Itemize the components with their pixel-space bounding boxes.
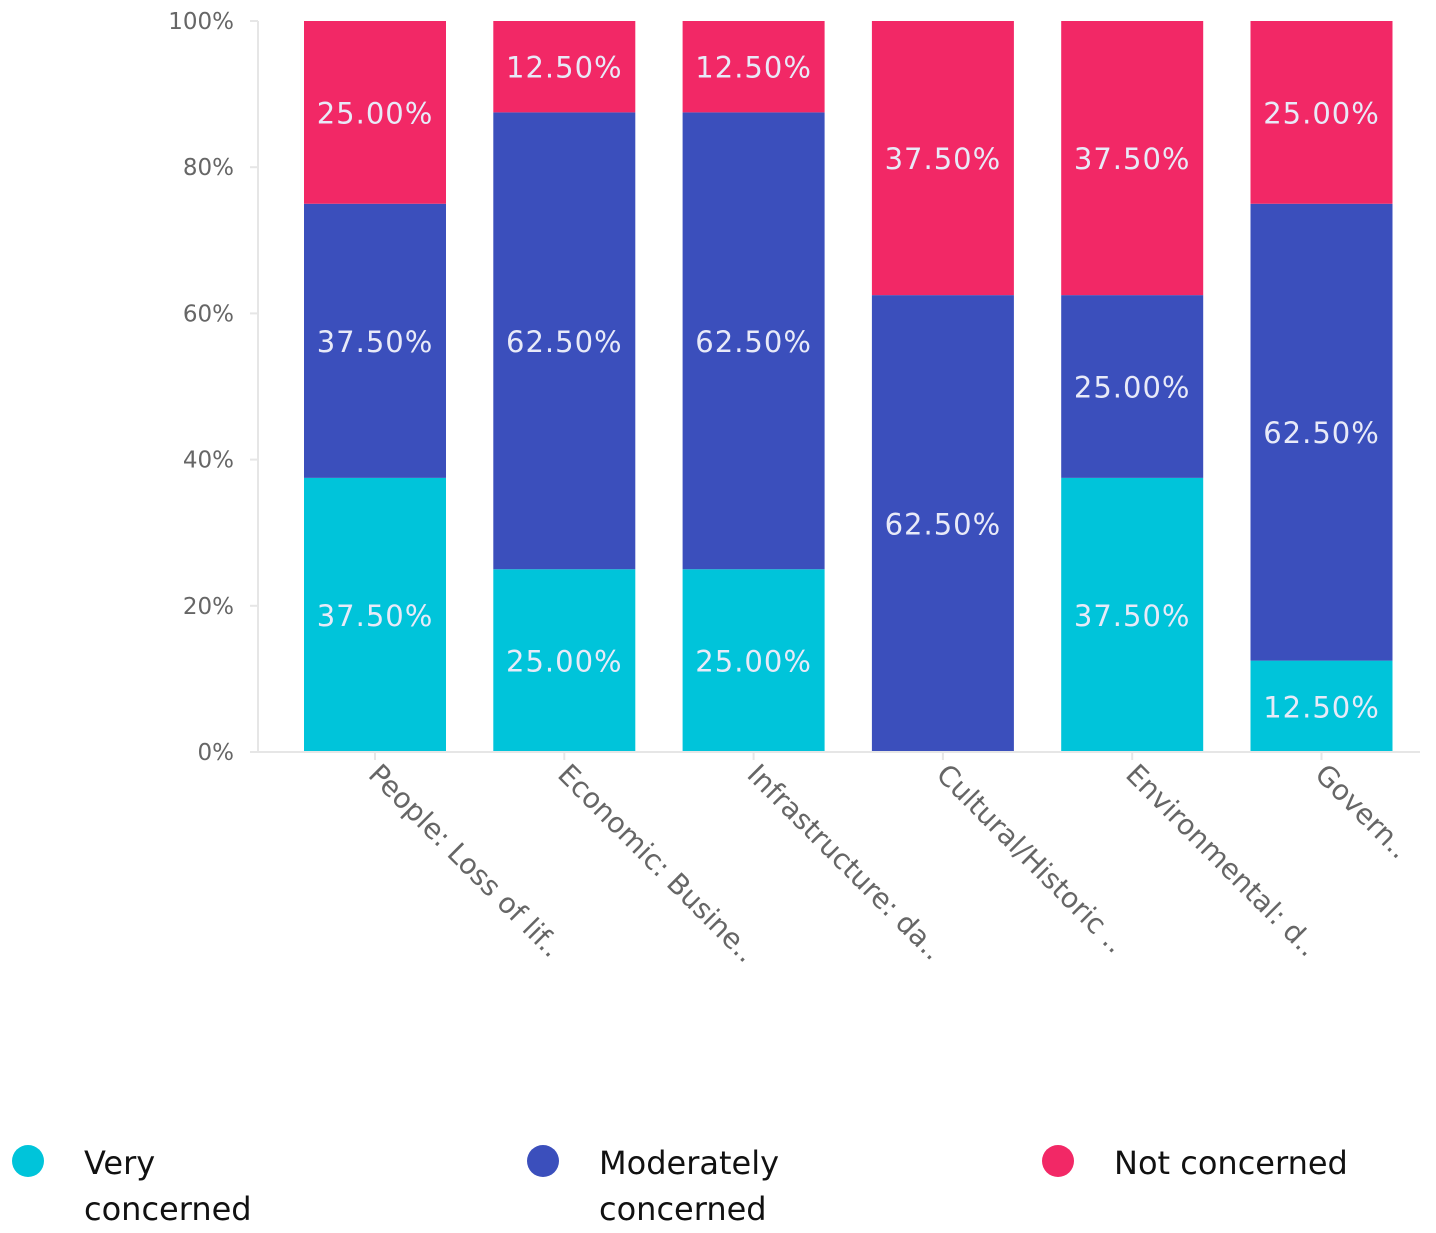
bar-segment[interactable]	[493, 112, 636, 570]
bar-segment[interactable]	[1061, 21, 1204, 296]
legend-label: Not concerned	[1114, 1144, 1348, 1182]
data-label: 37.50%	[1074, 599, 1191, 633]
bar-segment[interactable]	[493, 21, 636, 113]
data-label: 37.50%	[885, 142, 1002, 176]
legend-marker-not-concerned-icon	[1042, 1145, 1074, 1177]
bar-segment[interactable]	[682, 112, 825, 570]
legend-label: Very concerned	[84, 1144, 252, 1228]
data-label: 62.50%	[1263, 416, 1380, 450]
data-label: 12.50%	[695, 51, 812, 85]
data-label: 25.00%	[317, 96, 434, 130]
data-label: 62.50%	[506, 325, 623, 359]
bar-segment[interactable]	[304, 203, 446, 478]
bar-segment[interactable]	[682, 569, 825, 752]
y-tick-label: 100%	[168, 9, 234, 35]
stacked-bar-chart: 0% 20% 40% 60% 80% 100% 37.50% 37.50% 25.00% 25.…	[168, 9, 1420, 969]
data-label: 12.50%	[506, 51, 623, 85]
bar-segment[interactable]	[1061, 477, 1204, 752]
data-label: 37.50%	[317, 325, 434, 359]
legend-marker-very-concerned-icon	[12, 1145, 44, 1177]
bar-segment[interactable]	[682, 21, 825, 113]
y-tick-label: 20%	[183, 594, 234, 620]
bar-segment[interactable]	[871, 21, 1014, 296]
data-label: 62.50%	[695, 325, 812, 359]
y-tick-label: 0%	[198, 740, 235, 766]
bar-segment[interactable]	[304, 21, 446, 204]
x-axis: People: Loss of lif..Economic: Busine..I…	[258, 751, 1420, 969]
y-tick-label: 80%	[183, 155, 234, 181]
data-label: 37.50%	[1074, 142, 1191, 176]
data-label: 25.00%	[1263, 96, 1380, 130]
data-label: 12.50%	[1263, 690, 1380, 724]
bar-segment[interactable]	[1250, 21, 1393, 204]
data-label: 37.50%	[317, 599, 434, 633]
x-tick-label: Cultural/Historic ..	[930, 758, 1132, 960]
bar-segment[interactable]	[493, 569, 636, 752]
bars: 37.50% 37.50% 25.00% 25.00% 62.50% 12.50% 25.0…	[304, 21, 1393, 752]
data-label: 25.00%	[1074, 371, 1191, 405]
x-tick-label: People: Loss of lif..	[362, 758, 568, 964]
x-tick-label: Economic: Busine..	[551, 758, 762, 969]
bar-segment[interactable]	[871, 295, 1014, 752]
bar-segment[interactable]	[304, 477, 446, 752]
legend-item-not-concerned[interactable]: Not concerned	[1042, 1140, 1354, 1186]
data-label: 25.00%	[506, 645, 623, 679]
y-tick-label: 60%	[183, 301, 234, 327]
x-tick-label: Environmental: d..	[1119, 758, 1325, 964]
x-tick-label: Govern..	[1309, 758, 1417, 866]
legend-item-moderately-concerned[interactable]: Moderately concerned	[527, 1140, 819, 1232]
legend-item-very-concerned[interactable]: Very concerned	[12, 1140, 324, 1232]
legend-marker-moderately-concerned-icon	[527, 1145, 559, 1177]
bar-segment[interactable]	[1250, 660, 1393, 752]
data-label: 25.00%	[695, 645, 812, 679]
y-axis: 0% 20% 40% 60% 80% 100%	[168, 9, 259, 766]
legend-label: Moderately concerned	[599, 1144, 780, 1228]
y-tick-label: 40%	[183, 448, 234, 474]
bar-segment[interactable]	[1250, 203, 1393, 661]
x-tick-label: Infrastructure: da..	[741, 758, 950, 967]
data-label: 62.50%	[885, 508, 1002, 542]
legend: Very concerned Moderately concerned Not …	[0, 1140, 1436, 1233]
bar-segment[interactable]	[1061, 295, 1204, 478]
